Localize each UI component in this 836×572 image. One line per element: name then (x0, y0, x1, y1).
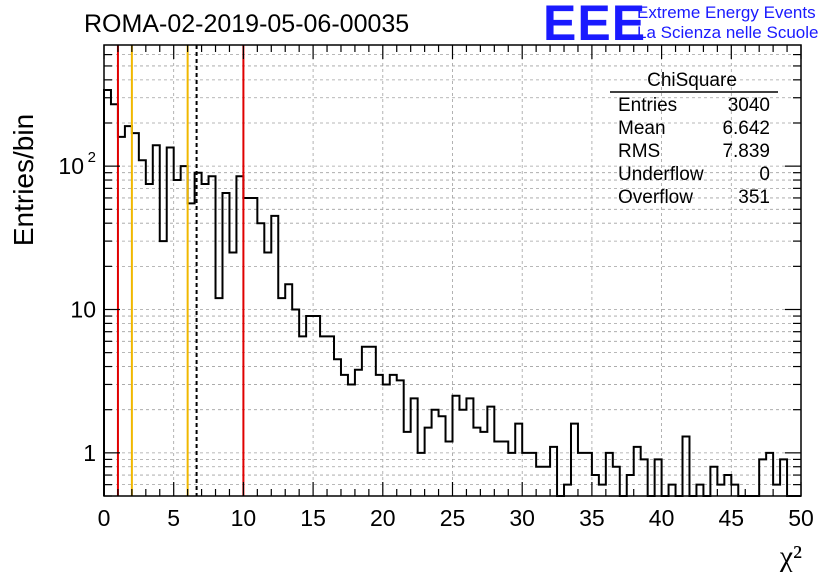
y-tick-exponent: 2 (88, 149, 96, 166)
stats-title: ChiSquare (647, 70, 737, 91)
y-tick-label: 1 (83, 440, 96, 466)
x-tick-label: 10 (231, 505, 257, 531)
y-axis-label: Entries/bin (8, 114, 39, 246)
x-axis-label: χ² (779, 540, 802, 572)
stats-label: Overflow (618, 187, 693, 208)
x-tick-label: 30 (509, 505, 535, 531)
y-tick-label: 10 (70, 296, 96, 322)
stats-label: Mean (618, 118, 666, 139)
stats-label: RMS (618, 141, 660, 162)
stats-value: 0 (759, 164, 770, 185)
stats-value: 6.642 (722, 118, 770, 139)
eee-logo: EEE (543, 0, 647, 51)
y-tick-label: 10 (58, 153, 84, 179)
chart-title: ROMA-02-2019-05-06-00035 (84, 10, 410, 38)
x-tick-label: 0 (98, 505, 111, 531)
logo-subtitle-2: La Scienza nelle Scuole (637, 23, 819, 42)
grid-lines (104, 45, 801, 496)
vertical-markers (116, 45, 245, 496)
stats-label: Entries (618, 95, 677, 116)
x-tick-label: 15 (300, 505, 326, 531)
x-tick-label: 35 (579, 505, 605, 531)
stats-label: Underflow (618, 164, 704, 185)
logo-subtitle-1: Extreme Energy Events (637, 3, 816, 22)
x-tick-label: 45 (719, 505, 745, 531)
stats-value: 351 (738, 187, 770, 208)
stats-value: 3040 (728, 95, 770, 116)
stats-box: ChiSquare Entries 3040 Mean 6.642 RMS 7.839 Und… (610, 70, 778, 208)
x-tick-label: 20 (370, 505, 396, 531)
stats-value: 7.839 (722, 141, 770, 162)
x-tick-label: 40 (649, 505, 675, 531)
x-tick-label: 50 (788, 505, 814, 531)
x-tick-label: 25 (440, 505, 466, 531)
x-tick-label: 5 (167, 505, 180, 531)
